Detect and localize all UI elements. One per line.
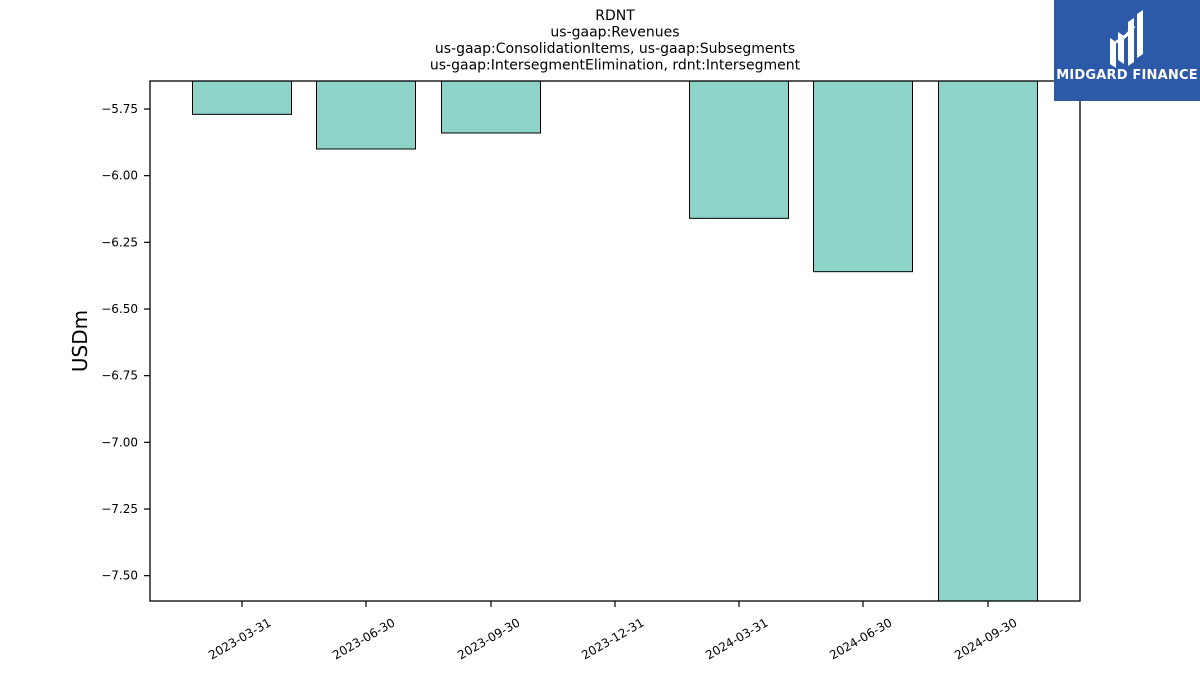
x-axis: 2023-03-31 2023-06-30 2023-09-30 2023-12-31… <box>206 601 1020 662</box>
bar <box>192 80 292 115</box>
chart-title-line: us-gaap:IntersegmentElimination, rdnt:In… <box>430 58 801 74</box>
y-tick-label: −7.50 <box>101 569 138 583</box>
bar <box>441 80 541 134</box>
bars <box>192 80 1038 602</box>
x-tick-label: 2024-06-30 <box>827 615 894 662</box>
brand-logo: MIDGARD FINANCE <box>1054 0 1200 101</box>
chart-title-line: us-gaap:Revenues <box>550 25 679 41</box>
plot-frame <box>149 80 1081 602</box>
y-axis-label: USDm <box>68 310 92 372</box>
x-tick-label: 2023-06-30 <box>330 615 397 662</box>
x-tick-label: 2024-03-31 <box>703 615 770 662</box>
bar <box>689 80 789 219</box>
x-tick-label: 2024-09-30 <box>952 615 1019 662</box>
logo-mark-icon <box>1110 10 1143 68</box>
chart-title-line: us-gaap:ConsolidationItems, us-gaap:Subs… <box>435 41 795 57</box>
y-tick-label: −6.50 <box>101 302 138 316</box>
x-tick-label: 2023-12-31 <box>579 615 646 662</box>
logo-text: MIDGARD FINANCE <box>1056 68 1198 83</box>
y-tick-label: −7.00 <box>101 435 138 449</box>
y-tick-label: −7.25 <box>101 502 138 516</box>
y-axis: −5.75 −6.00 −6.25 −6.50 −6.75 −7.00 −7.25 −7.50 <box>101 102 150 583</box>
y-tick-label: −6.75 <box>101 369 138 383</box>
bar <box>938 80 1038 602</box>
x-tick-label: 2023-03-31 <box>206 615 273 662</box>
chart-title-line: RDNT <box>595 8 635 24</box>
y-tick-label: −6.25 <box>101 235 138 249</box>
chart-title: RDNTus-gaap:Revenuesus-gaap:Consolidatio… <box>430 8 801 74</box>
bar <box>316 80 416 150</box>
x-tick-label: 2023-09-30 <box>455 615 522 662</box>
y-tick-label: −5.75 <box>101 102 138 116</box>
bar <box>813 80 913 273</box>
y-tick-label: −6.00 <box>101 169 138 183</box>
